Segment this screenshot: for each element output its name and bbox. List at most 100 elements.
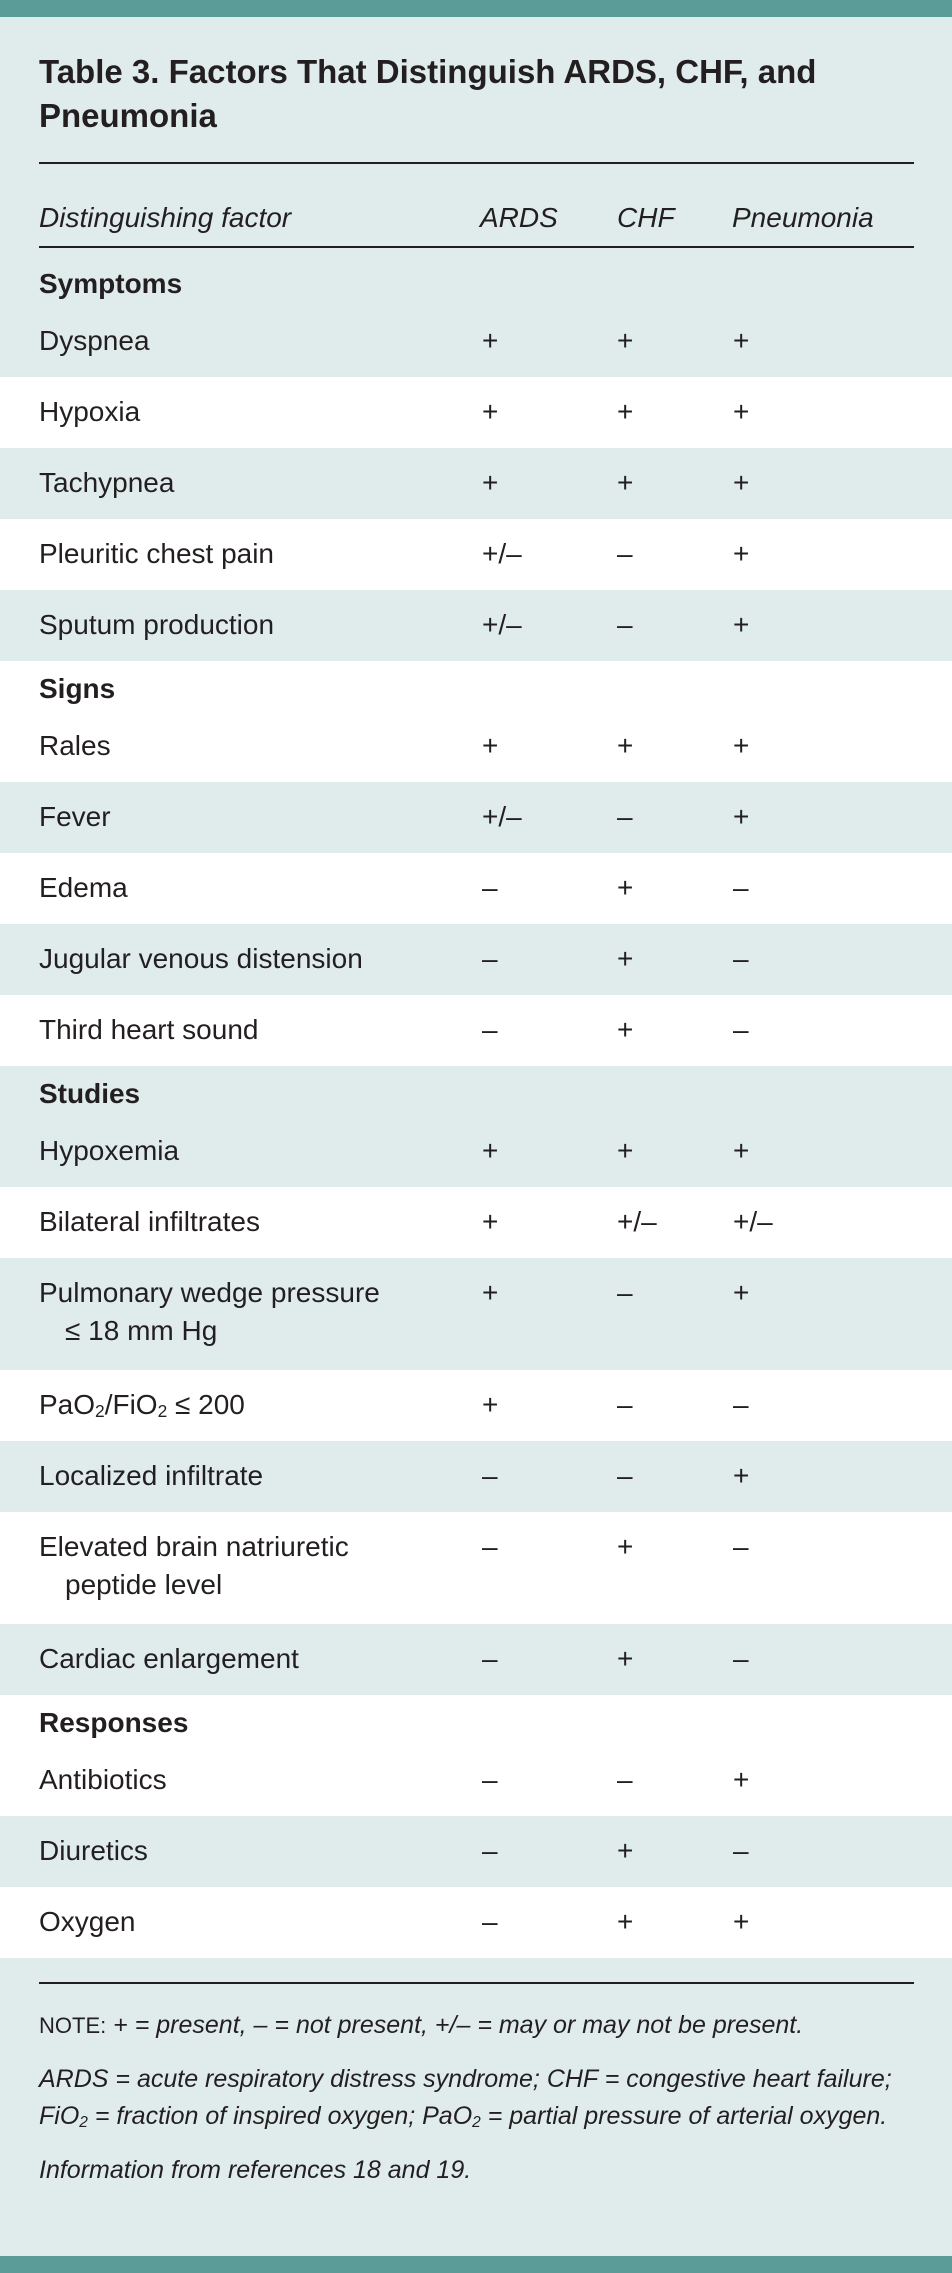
source-note: Information from references 18 and 19. [39, 2155, 472, 2184]
value-chf: – [617, 609, 633, 640]
value-ards: + [482, 730, 499, 761]
factor-text: Cardiac enlargement [39, 1643, 299, 1674]
value-chf: + [617, 1643, 634, 1674]
factor-label: Tachypnea [39, 464, 439, 502]
factor-text: Pulmonary wedge pressure [39, 1277, 380, 1308]
table-row: Pulmonary wedge pressure ≤ 18 mm Hg + – + [0, 1258, 952, 1370]
factor-text: Hypoxia [39, 396, 141, 427]
value-pneumonia: + [733, 1906, 750, 1937]
table-row: Symptoms Dyspnea + + + [0, 256, 952, 377]
value-chf: – [617, 801, 633, 832]
value-pneumonia: +/– [733, 1206, 773, 1237]
table-body: Symptoms Dyspnea + + + Hypoxia + + + Tachypnea + + +… [0, 256, 952, 1958]
value-ards: + [482, 467, 499, 498]
value-pneumonia: – [733, 943, 749, 974]
value-ards: – [482, 1014, 498, 1045]
abbreviations: ARDS = acute respiratory distress syndro… [39, 2064, 892, 2131]
value-pneumonia: + [733, 1135, 750, 1166]
value-chf: + [617, 1135, 634, 1166]
factor-label: Rales [39, 727, 439, 765]
bottom-accent-bar [0, 2256, 952, 2273]
value-pneumonia: + [733, 538, 750, 569]
factor-label: Hypoxia [39, 393, 439, 431]
value-pneumonia: + [733, 1460, 750, 1491]
value-ards: – [482, 1764, 498, 1795]
factor-label: Bilateral infiltrates [39, 1203, 439, 1241]
value-pneumonia: + [733, 609, 750, 640]
value-chf: + [617, 872, 634, 903]
factor-label: Elevated brain natriuretic peptide level [39, 1528, 439, 1604]
table-row: Tachypnea + + + [0, 448, 952, 519]
value-chf: + [617, 1014, 634, 1045]
factor-text: Dyspnea [39, 325, 150, 356]
factor-label: Antibiotics [39, 1761, 439, 1799]
value-ards: + [482, 396, 499, 427]
table-row: Responses Antibiotics – – + [0, 1695, 952, 1816]
factor-text: Oxygen [39, 1906, 136, 1937]
factor-text-continued: peptide level [65, 1569, 223, 1600]
value-chf: – [617, 1460, 633, 1491]
value-pneumonia: + [733, 396, 750, 427]
factor-label: Oxygen [39, 1903, 439, 1941]
value-pneumonia: + [733, 730, 750, 761]
value-chf: + [617, 1835, 634, 1866]
factor-text: Elevated brain natriuretic [39, 1531, 349, 1562]
value-pneumonia: + [733, 325, 750, 356]
value-pneumonia: – [733, 872, 749, 903]
table-row: Hypoxia + + + [0, 377, 952, 448]
factor-text: Edema [39, 872, 128, 903]
value-ards: – [482, 872, 498, 903]
header-ards: ARDS [480, 202, 558, 233]
value-chf: – [617, 1277, 633, 1308]
factor-text: Jugular venous distension [39, 943, 363, 974]
section-heading: Signs [39, 673, 116, 704]
factor-text: Rales [39, 730, 111, 761]
header-chf: CHF [617, 202, 675, 233]
table-row: Pleuritic chest pain +/– – + [0, 519, 952, 590]
value-pneumonia: + [733, 1277, 750, 1308]
table-row: Studies Hypoxemia + + + [0, 1066, 952, 1187]
value-ards: +/– [482, 538, 522, 569]
value-ards: + [482, 1389, 499, 1420]
table-row: Sputum production +/– – + [0, 590, 952, 661]
factor-label: Sputum production [39, 606, 439, 644]
factor-label: Edema [39, 869, 439, 907]
value-chf: +/– [617, 1206, 657, 1237]
value-pneumonia: + [733, 801, 750, 832]
factor-label: Hypoxemia [39, 1132, 439, 1170]
factor-text: Sputum production [39, 609, 275, 640]
factor-label: Cardiac enlargement [39, 1640, 439, 1678]
section-heading: Symptoms [39, 268, 183, 299]
value-pneumonia: – [733, 1389, 749, 1420]
factor-label: Jugular venous distension [39, 940, 439, 978]
factor-label: Pleuritic chest pain [39, 535, 439, 573]
factor-text: Antibiotics [39, 1764, 167, 1795]
table-row: Jugular venous distension – + – [0, 924, 952, 995]
value-chf: – [617, 1389, 633, 1420]
table-row: Localized infiltrate – – + [0, 1441, 952, 1512]
value-ards: + [482, 1135, 499, 1166]
value-ards: + [482, 1277, 499, 1308]
value-ards: +/– [482, 609, 522, 640]
factor-text: Diuretics [39, 1835, 148, 1866]
factor-text: Pleuritic chest pain [39, 538, 275, 569]
value-chf: + [617, 467, 634, 498]
table-row: Diuretics – + – [0, 1816, 952, 1887]
value-pneumonia: – [733, 1014, 749, 1045]
value-chf: + [617, 325, 634, 356]
value-pneumonia: – [733, 1531, 749, 1562]
factor-text: Third heart sound [39, 1014, 259, 1045]
value-ards: – [482, 1835, 498, 1866]
factor-text: Hypoxemia [39, 1135, 180, 1166]
factor-text-continued: ≤ 18 mm Hg [65, 1315, 218, 1346]
table-row: PaO2/FiO2 ≤ 200 + – – [0, 1370, 952, 1441]
factor-label: Third heart sound [39, 1011, 439, 1049]
header-factor: Distinguishing factor [39, 202, 292, 233]
note-legend: NOTE: + = present, – = not present, +/– … [39, 2011, 804, 2039]
top-accent-bar [0, 0, 952, 17]
table-row: Edema – + – [0, 853, 952, 924]
value-chf: + [617, 1906, 634, 1937]
table-row: Oxygen – + + [0, 1887, 952, 1958]
value-chf: + [617, 730, 634, 761]
table-row: Cardiac enlargement – + – [0, 1624, 952, 1695]
